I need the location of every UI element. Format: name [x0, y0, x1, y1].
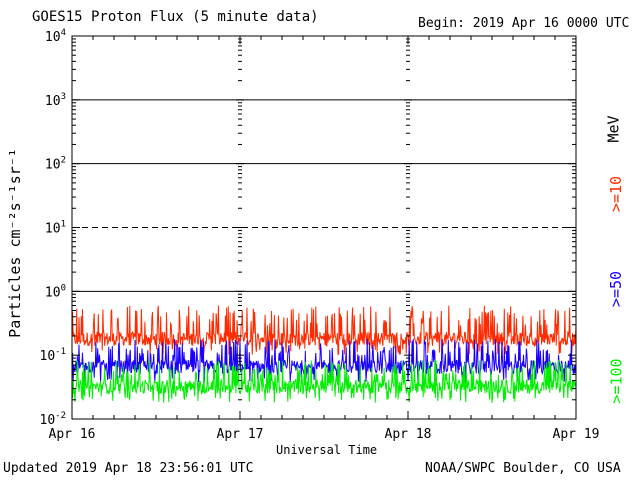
y-tick-labels: 10-2 10-1 100 101 102 103 104 — [40, 28, 67, 428]
y-tick-label: 10-2 — [40, 411, 67, 428]
series-label-ge10: >=10 — [607, 175, 626, 213]
series-line-ge100 — [71, 359, 577, 403]
series-group — [71, 305, 577, 403]
unit-label-mev: MeV — [604, 115, 623, 143]
x-tick-label: Apr 18 — [385, 427, 432, 442]
chart-title: GOES15 Proton Flux (5 minute data) — [32, 9, 319, 25]
begin-time: Begin: 2019 Apr 16 0000 UTC — [418, 16, 630, 31]
series-label-ge50: >=50 — [607, 270, 626, 308]
y-tick-label: 103 — [45, 92, 66, 109]
series-line-ge10 — [71, 305, 577, 356]
y-tick-label: 102 — [45, 156, 66, 173]
series-label-ge100: >=100 — [607, 358, 626, 404]
y-tick-label: 101 — [45, 220, 66, 237]
plot-frame — [71, 35, 577, 420]
y-tick-label: 100 — [45, 283, 66, 300]
y-tick-label: 104 — [45, 28, 66, 45]
x-tick-label: Apr 19 — [553, 427, 600, 442]
x-tick-label: Apr 17 — [217, 427, 264, 442]
x-tick-label: Apr 16 — [49, 427, 96, 442]
updated-timestamp: Updated 2019 Apr 18 23:56:01 UTC — [3, 461, 254, 476]
source-credit: NOAA/SWPC Boulder, CO USA — [425, 461, 621, 476]
x-axis-label: Universal Time — [276, 443, 378, 457]
day-divider-ticks — [236, 38, 412, 420]
x-tick-labels: Apr 16 Apr 17 Apr 18 Apr 19 — [49, 427, 600, 442]
y-tick-label: 10-1 — [40, 347, 67, 364]
reference-lines — [72, 99, 576, 292]
series-line-ge50 — [71, 338, 577, 384]
